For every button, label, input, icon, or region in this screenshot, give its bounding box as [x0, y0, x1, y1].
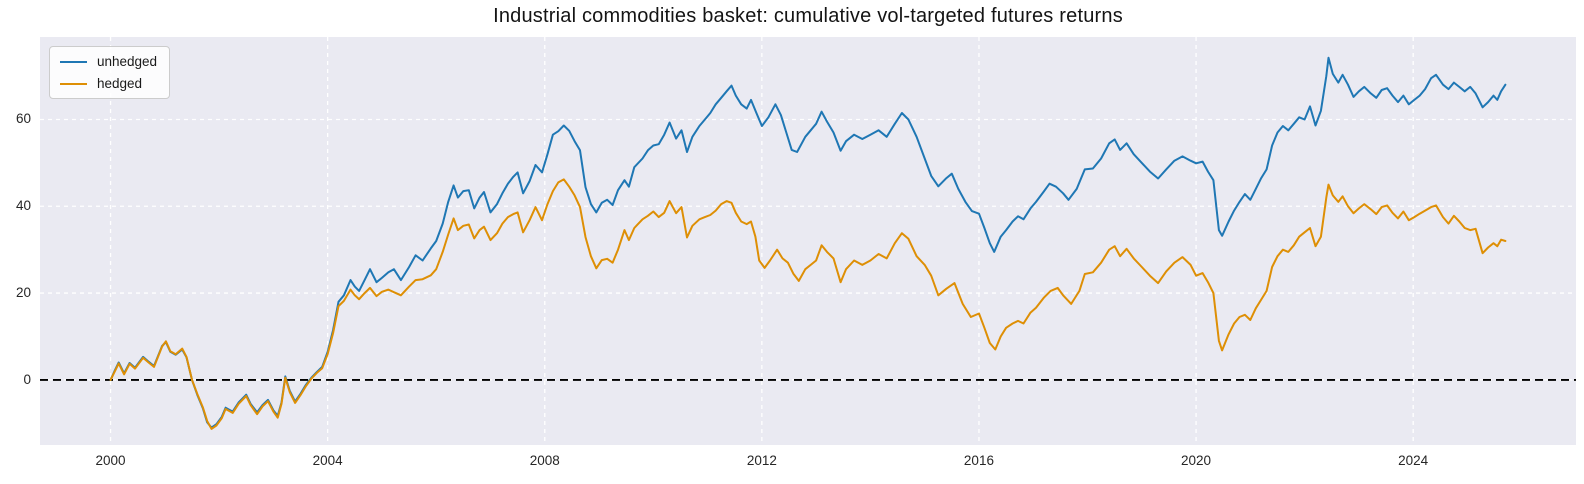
legend-label-unhedged: unhedged: [97, 54, 158, 69]
plot-canvas: [40, 37, 1576, 445]
x-tick-label: 2024: [1398, 453, 1429, 468]
legend-item-hedged: hedged: [60, 76, 157, 91]
plot-area: [40, 37, 1576, 445]
x-tick-label: 2000: [95, 453, 126, 468]
x-tick-label: 2016: [963, 453, 994, 468]
y-tick-label: 60: [15, 111, 31, 127]
x-tick-label: 2012: [746, 453, 777, 468]
series-hedged-line: [109, 178, 1507, 430]
y-tick-label: 40: [15, 198, 31, 214]
y-axis-tick-labels: 0 20 40 60: [0, 37, 31, 445]
hedged-line-swatch: [60, 82, 87, 85]
x-tick-label: 2008: [529, 453, 560, 468]
chart-title: Industrial commodities basket: cumulativ…: [493, 5, 1123, 27]
unhedged-line-swatch: [60, 60, 87, 63]
x-axis-tick-labels: 2000 2004 2008 2012 2016 2020 2024: [0, 452, 1584, 474]
y-tick-label: 20: [15, 285, 31, 301]
x-tick-label: 2020: [1181, 453, 1212, 468]
y-tick-label: 0: [23, 371, 31, 387]
legend: unhedged hedged: [49, 46, 171, 99]
legend-item-unhedged: unhedged: [60, 54, 157, 69]
x-tick-label: 2004: [312, 453, 343, 468]
legend-label-hedged: hedged: [97, 76, 143, 91]
